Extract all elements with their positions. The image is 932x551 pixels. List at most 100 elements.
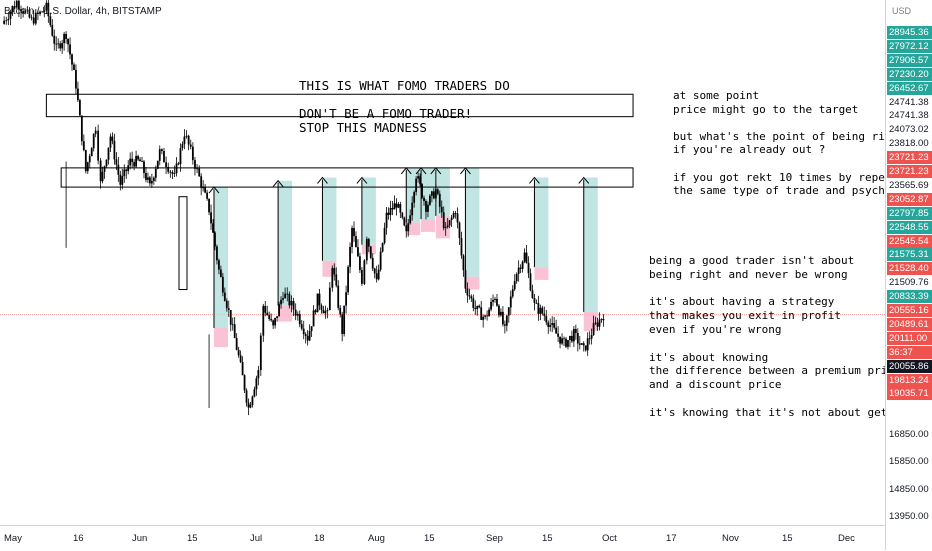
candle-body <box>586 338 589 351</box>
time-axis[interactable] <box>0 525 885 551</box>
candle-body <box>59 43 62 49</box>
candle-body <box>553 323 556 328</box>
candle-body <box>13 6 16 8</box>
candle-body <box>363 260 366 284</box>
price-label: 22797.85 <box>887 206 932 220</box>
candle-body <box>322 309 325 314</box>
candle-body <box>43 10 46 13</box>
candle-body <box>32 17 35 24</box>
candle-body <box>53 35 56 44</box>
price-tick: 13950.00 <box>887 510 932 523</box>
candle-body <box>216 246 218 261</box>
candle-body <box>563 338 565 340</box>
time-tick: Oct <box>602 533 617 544</box>
candle-body <box>145 172 147 180</box>
candle-body <box>101 171 104 182</box>
candle-body <box>208 198 210 213</box>
time-tick: 15 <box>424 533 435 544</box>
right-annotation-1-line: at some point <box>673 89 760 102</box>
right-annotation-2-line: that makes you exit in profit <box>649 309 842 323</box>
candle-body <box>94 130 97 134</box>
candle-body <box>88 156 91 163</box>
candle-body <box>529 273 532 291</box>
price-label: 21575.31 <box>887 248 932 262</box>
currency-label: USD <box>892 6 912 16</box>
trade-stop-zone <box>278 305 293 322</box>
time-tick: Jun <box>132 533 148 544</box>
candle-body <box>525 252 528 263</box>
candle-body <box>434 189 437 199</box>
candle-body <box>503 324 506 326</box>
headline-line: STOP THIS MADNESS <box>299 120 427 135</box>
headline-line: THIS IS WHAT FOMO TRADERS DO <box>299 78 510 93</box>
candle-body <box>537 303 540 314</box>
candle-body <box>513 281 516 290</box>
candle-body <box>505 315 508 326</box>
candle-body <box>80 115 83 142</box>
candle-body <box>450 217 453 221</box>
candle-body <box>369 246 372 258</box>
trade-arrow-head <box>529 176 540 184</box>
chart-title: Bitcoin / U.S. Dollar, 4h, BITSTAMP <box>4 6 162 17</box>
candle-body <box>452 213 455 218</box>
candle-body <box>584 345 587 351</box>
candle-body <box>73 64 75 70</box>
candle-body <box>324 311 327 314</box>
price-chart[interactable] <box>0 0 885 525</box>
candle-body <box>115 159 118 165</box>
right-annotation-1-line: price might go to the target <box>673 102 859 116</box>
candle-body <box>221 276 224 293</box>
candle-body <box>423 197 425 202</box>
candle-body <box>511 289 514 297</box>
time-tick: May <box>4 533 22 544</box>
candle-body <box>49 16 52 26</box>
candle-body <box>241 361 244 376</box>
price-label: 24741.38 <box>887 95 932 109</box>
right-annotation-1-line: if you got rekt 10 times by repeating <box>673 170 919 184</box>
candle-body <box>158 149 161 161</box>
candle-body <box>432 191 435 199</box>
right-annotation-2: being a good trader isn't about being rig… <box>649 254 932 420</box>
candle-body <box>333 268 336 275</box>
candle-body <box>204 187 207 193</box>
candle-body <box>417 176 419 179</box>
candle-body <box>308 331 311 341</box>
right-annotation-2-line: and a discount price <box>649 378 782 392</box>
candle-body <box>462 255 465 271</box>
candle-body <box>367 238 370 247</box>
trade-stop-zone <box>406 222 421 236</box>
candle-body <box>567 339 569 347</box>
candle-body <box>92 133 95 149</box>
resistance-zone <box>60 167 634 188</box>
right-annotation-2-line: being a good trader isn't about <box>649 254 855 267</box>
candle-body <box>594 322 597 324</box>
candle-body <box>26 9 29 11</box>
candle-body <box>486 315 489 317</box>
candle-body <box>133 162 136 167</box>
candle-body <box>531 290 534 298</box>
candle-body <box>507 307 510 316</box>
candle-body <box>353 228 355 237</box>
candle-body <box>84 150 87 172</box>
candle-body <box>533 297 536 303</box>
right-annotation-2-line: being right and never be wrong <box>649 267 848 281</box>
candle-body <box>218 260 220 270</box>
candle-body <box>51 25 54 36</box>
price-label: 22548.55 <box>887 220 932 234</box>
candle-body <box>509 296 512 308</box>
candle-body <box>300 324 303 329</box>
candle-body <box>448 220 451 226</box>
candle-body <box>235 338 238 350</box>
candle-body <box>149 177 151 184</box>
candle-body <box>405 225 408 232</box>
candle-body <box>302 328 305 335</box>
candle-body <box>177 163 180 165</box>
candle-body <box>292 300 295 310</box>
candle-body <box>545 315 548 323</box>
candle-body <box>69 44 71 55</box>
candle-body <box>484 315 487 317</box>
candle-body <box>288 293 291 306</box>
candle-body <box>147 177 149 180</box>
candle-body <box>210 212 212 224</box>
price-label: 24741.38 <box>887 109 932 123</box>
